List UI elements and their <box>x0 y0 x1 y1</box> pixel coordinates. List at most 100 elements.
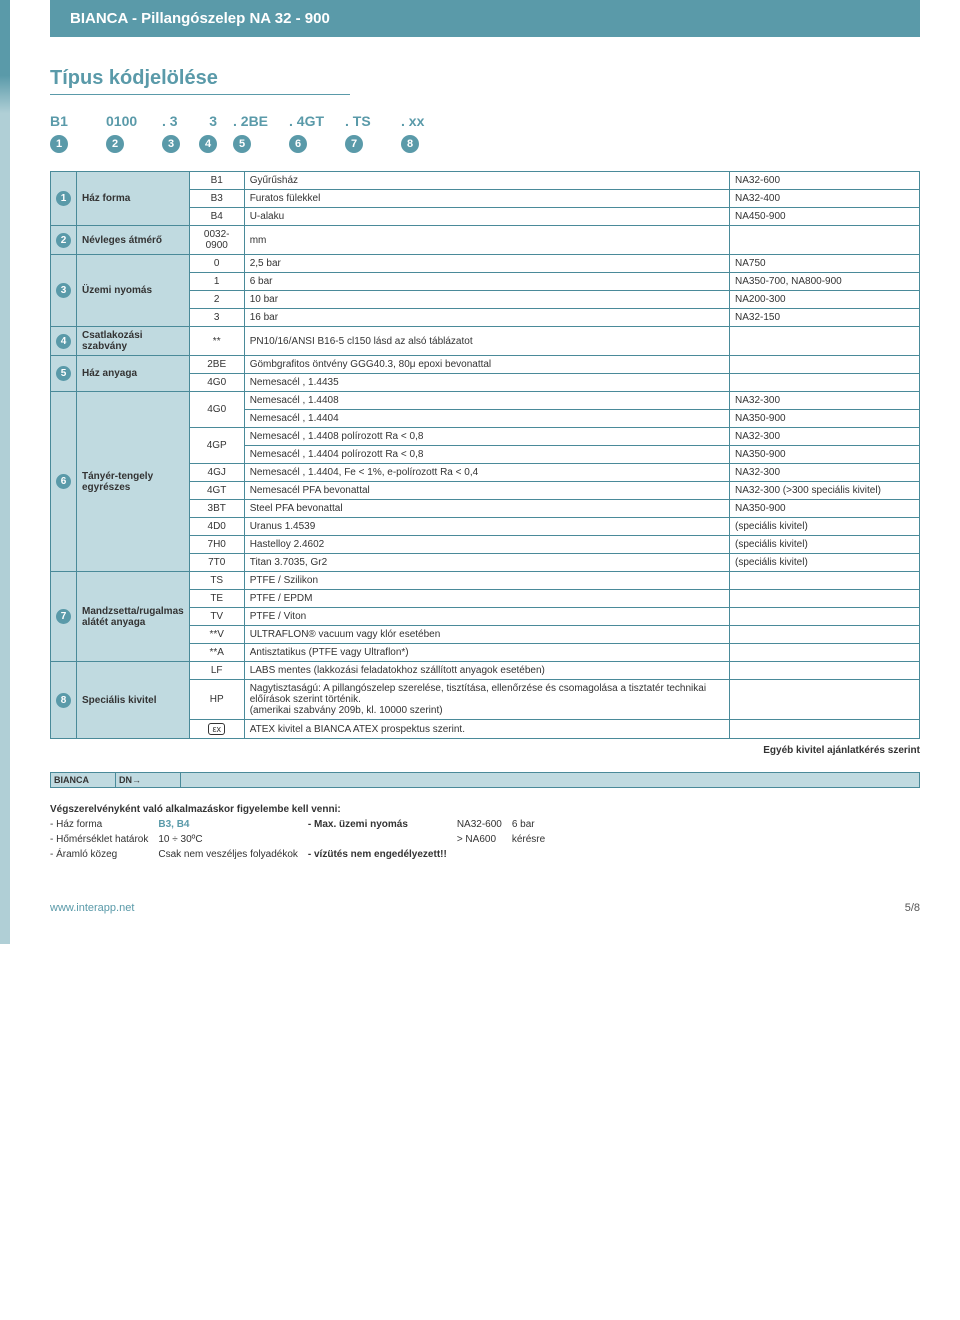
code-seg: 0100 <box>106 113 146 129</box>
section-title: Típus kódjelölése <box>50 67 350 95</box>
dn-label: DN→ <box>116 773 181 788</box>
desc: Steel PFA bevonattal <box>244 500 729 518</box>
desc: Titan 3.7035, Gr2 <box>244 554 729 572</box>
code-seg: 3 <box>209 113 217 129</box>
cat: Tányér-tengely egyrészes <box>77 392 190 572</box>
note: NA32-300 <box>730 392 920 410</box>
ex-symbol: εx <box>189 720 244 739</box>
main-spec-table: 1 Ház forma B1 Gyűrűsház NA32-600 B3Fura… <box>50 171 920 739</box>
desc: Nemesacél , 1.4404 polírozott Ra < 0,8 <box>244 446 729 464</box>
cat: Csatlakozási szabvány <box>77 327 190 356</box>
header-title: BIANCA - Pillangószelep NA 32 - 900 <box>70 10 330 27</box>
code: 4G0 <box>189 392 244 428</box>
code: 2 <box>189 291 244 309</box>
circ-5: 5 <box>233 135 251 153</box>
note: NA350-900 <box>730 500 920 518</box>
row-circ: 5 <box>56 366 71 381</box>
code: **A <box>189 644 244 662</box>
desc: Nemesacél PFA bevonattal <box>244 482 729 500</box>
circ-2: 2 <box>106 135 124 153</box>
code: 4GJ <box>189 464 244 482</box>
circ-8: 8 <box>401 135 419 153</box>
code: TV <box>189 608 244 626</box>
code: TS <box>189 572 244 590</box>
desc: Nemesacél , 1.4408 polírozott Ra < 0,8 <box>244 428 729 446</box>
code: TE <box>189 590 244 608</box>
circ-3: 3 <box>162 135 180 153</box>
row-circ: 6 <box>56 474 71 489</box>
code: LF <box>189 662 244 680</box>
code: 7H0 <box>189 536 244 554</box>
note: NA200-300 <box>730 291 920 309</box>
circ-1: 1 <box>50 135 68 153</box>
code: 4D0 <box>189 518 244 536</box>
code: 1 <box>189 273 244 291</box>
code: 4G0 <box>189 374 244 392</box>
code-seg: . 4GT <box>289 113 329 129</box>
row-circ: 1 <box>56 191 71 206</box>
footer-page: 5/8 <box>905 902 920 914</box>
note: (speciális kivitel) <box>730 536 920 554</box>
note: kérésre <box>512 832 555 847</box>
code: 3 <box>189 309 244 327</box>
desc: U-alaku <box>244 208 729 226</box>
note: NA450-900 <box>730 208 920 226</box>
desc: Nagytisztaságú: A pillangószelep szerelé… <box>244 680 729 720</box>
note: NA32-150 <box>730 309 920 327</box>
code: ** <box>189 327 244 356</box>
desc: 6 bar <box>244 273 729 291</box>
desc: Hastelloy 2.4602 <box>244 536 729 554</box>
cat: Névleges átmérő <box>77 226 190 255</box>
code: 4GT <box>189 482 244 500</box>
footer-url: www.interapp.net <box>50 902 134 914</box>
bottom-heading: Végszerelvényként való alkalmazáskor fig… <box>50 802 920 817</box>
compatibility-matrix: BIANCA DN→ <box>50 772 920 788</box>
desc: Gyűrűsház <box>244 172 729 190</box>
desc: PTFE / Szilikon <box>244 572 729 590</box>
desc: ATEX kivitel a BIANCA ATEX prospektus sz… <box>244 720 729 739</box>
desc: ULTRAFLON® vacuum vagy klór esetében <box>244 626 729 644</box>
desc: Nemesacél , 1.4408 <box>244 392 729 410</box>
cat: Ház anyaga <box>77 356 190 392</box>
note: 10 ÷ 30ºC <box>158 832 308 847</box>
note: > NA600 <box>457 832 512 847</box>
note: 6 bar <box>512 817 555 832</box>
desc: LABS mentes (lakkozási feladatokhoz szál… <box>244 662 729 680</box>
code: 7T0 <box>189 554 244 572</box>
note: NA32-400 <box>730 190 920 208</box>
circ-4: 4 <box>199 135 217 153</box>
footnote: Egyéb kivitel ajánlatkérés szerint <box>50 745 920 756</box>
code-seg: . TS <box>345 113 385 129</box>
cat: Üzemi nyomás <box>77 255 190 327</box>
code-seg: . 2BE <box>233 113 273 129</box>
code: B3 <box>189 190 244 208</box>
brand-cell: BIANCA <box>51 773 116 788</box>
page-footer: www.interapp.net 5/8 <box>50 902 920 914</box>
note: - Áramló közeg <box>50 847 158 862</box>
note: NA350-900 <box>730 446 920 464</box>
row-circ: 3 <box>56 283 71 298</box>
code: B4 <box>189 208 244 226</box>
code: 4GP <box>189 428 244 464</box>
note: NA350-900 <box>730 410 920 428</box>
row-circ: 8 <box>56 693 71 708</box>
note: - Max. üzemi nyomás <box>308 817 457 832</box>
note: NA32-600 <box>457 817 512 832</box>
cat: Mandzsetta/rugalmas alátét anyaga <box>77 572 190 662</box>
row-circ: 7 <box>56 609 71 624</box>
note: - vízütés nem engedélyezett!! <box>308 847 457 862</box>
row-circ: 2 <box>56 233 71 248</box>
note: - Ház forma <box>50 817 158 832</box>
code: **V <box>189 626 244 644</box>
code: 0032-0900 <box>189 226 244 255</box>
code: HP <box>189 680 244 720</box>
desc: Gömbgrafitos öntvény GGG40.3, 80μ epoxi … <box>244 356 729 374</box>
note: (speciális kivitel) <box>730 518 920 536</box>
desc: PTFE / Viton <box>244 608 729 626</box>
code-seg: . 3 <box>162 113 178 129</box>
note: NA32-600 <box>730 172 920 190</box>
desc: 2,5 bar <box>244 255 729 273</box>
desc: 16 bar <box>244 309 729 327</box>
cat: Speciális kivitel <box>77 662 190 739</box>
desc: mm <box>244 226 729 255</box>
